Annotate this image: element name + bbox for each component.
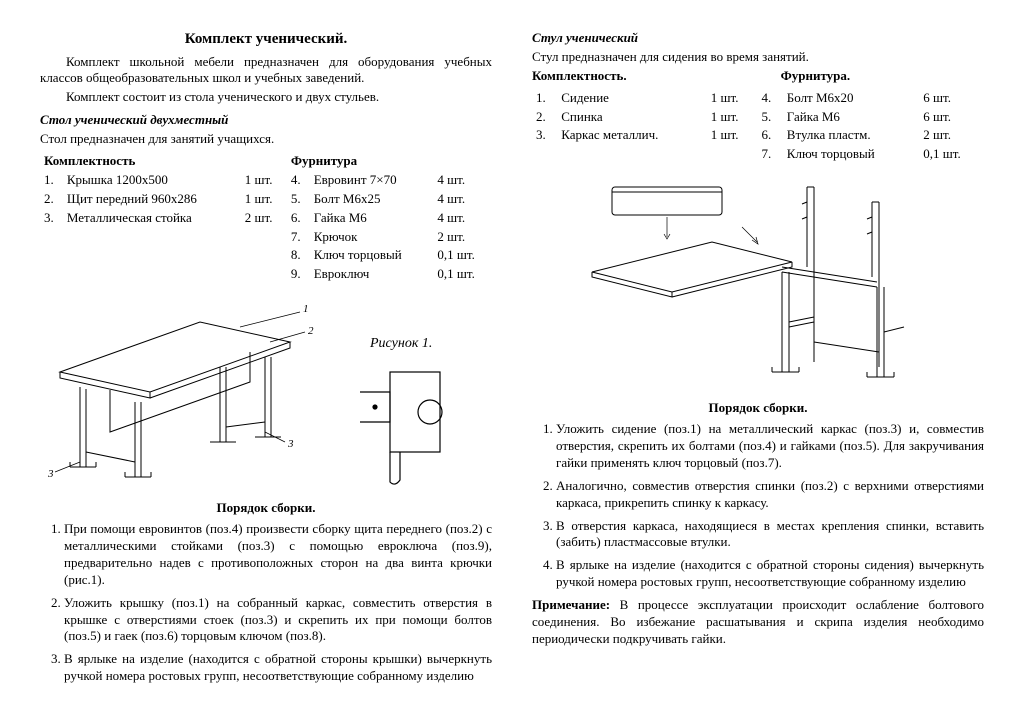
table-row: 2.Щит передний 960х2861 шт. 5.Болт М6х25…: [40, 190, 492, 209]
chair-col1-hdr: Комплектность.: [532, 68, 781, 85]
svg-text:1: 1: [303, 303, 309, 315]
left-para3: Стол предназначен для занятий учащихся.: [40, 131, 492, 148]
table-row: 7.Ключ торцовый0,1 шт.: [532, 145, 984, 164]
table-row: 3.Металлическая стойка2 шт. 6.Гайка М64 …: [40, 209, 492, 228]
left-column: Комплект ученический. Комплект школьной …: [40, 30, 492, 691]
svg-text:3: 3: [47, 468, 54, 480]
left-para1: Комплект школьной мебели предназначен дл…: [40, 54, 492, 88]
desk-col1-hdr: Комплектность: [40, 152, 287, 171]
table-row: 1.Сидение1 шт. 4.Болт М6х206 шт.: [532, 89, 984, 108]
list-item: При помощи евровинтов (поз.4) произвести…: [64, 521, 492, 589]
note-label: Примечание:: [532, 597, 610, 612]
list-item: В ярлыке на изделие (находится с обратно…: [64, 651, 492, 685]
list-item: Уложить крышку (поз.1) на собранный карк…: [64, 595, 492, 646]
table-row: 3.Каркас металлич.1 шт. 6.Втулка пластм.…: [532, 126, 984, 145]
chair-assembly-hdr: Порядок сборки.: [532, 400, 984, 417]
table-row: 1.Крышка 1200х5001 шт. 4.Евровинт 7×704 …: [40, 171, 492, 190]
table-row: 2.Спинка1 шт. 5.Гайка М66 шт.: [532, 108, 984, 127]
left-para2: Комплект состоит из стола ученического и…: [40, 89, 492, 106]
chair-steps: Уложить сидение (поз.1) на металлический…: [532, 421, 984, 591]
table-row: 7.Крючок2 шт.: [40, 228, 492, 247]
table-row: 8.Ключ торцовый0,1 шт.: [40, 246, 492, 265]
left-subtitle: Стол ученический двухместный: [40, 112, 492, 129]
table-row: 9.Евроключ0,1 шт.: [40, 265, 492, 284]
chair-col2-hdr: Фурнитура.: [781, 68, 851, 85]
list-item: Аналогично, совместив отверстия спинки (…: [556, 478, 984, 512]
right-para1: Стул предназначен для сидения во время з…: [532, 49, 984, 66]
list-item: Уложить сидение (поз.1) на металлический…: [556, 421, 984, 472]
svg-text:3: 3: [287, 438, 294, 450]
right-title: Стул ученический: [532, 30, 984, 47]
svg-text:2: 2: [308, 325, 314, 337]
chair-hdrs: Комплектность. Фурнитура.: [532, 68, 984, 85]
desk-steps: При помощи евровинтов (поз.4) произвести…: [40, 521, 492, 685]
desk-assembly-hdr: Порядок сборки.: [40, 500, 492, 517]
desk-parts-table: Комплектность Фурнитура 1.Крышка 1200х50…: [40, 152, 492, 284]
chair-figure: [532, 172, 984, 392]
left-title: Комплект ученический.: [40, 30, 492, 50]
list-item: В ярлыке на изделие (находится с обратно…: [556, 557, 984, 591]
note: Примечание: В процессе эксплуатации прои…: [532, 597, 984, 648]
right-column: Стул ученический Стул предназначен для с…: [532, 30, 984, 691]
desk-figure: 1 2 3 3 Рисунок 1.: [40, 292, 492, 492]
desk-col2-hdr: Фурнитура: [287, 152, 492, 171]
list-item: В отверстия каркаса, находящиеся в места…: [556, 518, 984, 552]
chair-parts-table: 1.Сидение1 шт. 4.Болт М6х206 шт. 2.Спинк…: [532, 89, 984, 165]
fig-caption-text: Рисунок 1.: [369, 336, 432, 351]
